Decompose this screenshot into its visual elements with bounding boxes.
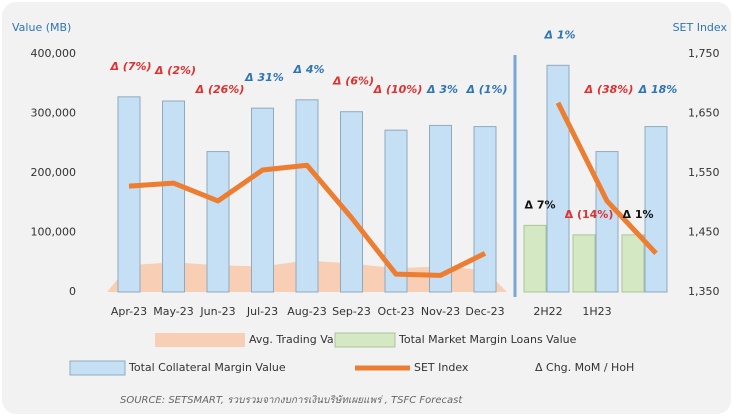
bar xyxy=(162,100,185,293)
x-tick-label: Sep-23 xyxy=(332,305,371,318)
bar xyxy=(206,151,230,293)
change-label: Δ (38%) xyxy=(584,83,634,96)
bar xyxy=(523,224,547,293)
bar xyxy=(572,234,596,293)
y-tick-label: 0 xyxy=(69,285,76,298)
y2-tick-label: 1,450 xyxy=(688,226,720,239)
bar xyxy=(295,99,319,293)
bar xyxy=(384,129,408,293)
x-tick-label: Jul-23 xyxy=(246,305,278,318)
y-tick-label: 200,000 xyxy=(31,166,77,179)
change-label: Δ (10%) xyxy=(373,83,423,96)
y-tick-label: 100,000 xyxy=(31,226,77,239)
change-label: Δ (26%) xyxy=(195,83,245,96)
x-tick-label: 1H23 xyxy=(582,305,611,318)
y2-tick-label: 1,750 xyxy=(688,47,720,60)
change-label: Δ 31% xyxy=(244,71,284,84)
margin-change-label: Δ 1% xyxy=(622,208,653,221)
x-tick-label: Dec-23 xyxy=(465,305,504,318)
bar xyxy=(251,107,274,293)
bar xyxy=(429,124,452,293)
legend-swatch xyxy=(334,332,396,348)
legend-label: Total Market Margin Loans Value xyxy=(398,333,577,346)
margin-change-label: Δ (14%) xyxy=(565,208,614,221)
change-label: Δ 3% xyxy=(426,83,458,96)
y2-axis-label: SET Index xyxy=(673,21,728,34)
y-tick-label: 400,000 xyxy=(31,47,77,60)
bar xyxy=(595,151,619,293)
y2-tick-label: 1,650 xyxy=(688,107,720,120)
line xyxy=(555,101,658,256)
x-tick-label: Nov-23 xyxy=(421,305,460,318)
change-label: Δ (1%) xyxy=(465,83,507,96)
bar xyxy=(117,96,141,293)
x-tick-label: May-23 xyxy=(153,305,194,318)
legend-label: Avg. Trading Value xyxy=(249,333,351,346)
x-tick-label: Oct-23 xyxy=(378,305,415,318)
bar xyxy=(340,111,363,293)
y2-tick-label: 1,350 xyxy=(688,285,720,298)
change-label: Δ 4% xyxy=(292,63,324,76)
legend-swatch xyxy=(69,360,126,376)
change-label: Δ 1% xyxy=(543,28,575,41)
y2-tick-label: 1,550 xyxy=(688,166,720,179)
legend-label: SET Index xyxy=(414,361,469,374)
change-label: Δ (6%) xyxy=(332,75,374,88)
change-label: Δ 18% xyxy=(638,83,678,96)
bar xyxy=(473,126,497,293)
x-tick-label: Aug-23 xyxy=(287,305,326,318)
x-tick-label: 2H22 xyxy=(533,305,562,318)
change-label: Δ (7%) xyxy=(109,60,151,73)
line xyxy=(128,162,487,278)
legend-swatch xyxy=(155,333,245,347)
legend-note: Δ Chg. MoM / HoH xyxy=(535,361,634,374)
y-axis-label: Value (MB) xyxy=(12,21,71,34)
margin-change-label: Δ 7% xyxy=(524,198,555,211)
y-tick-label: 300,000 xyxy=(31,107,77,120)
bar xyxy=(621,234,645,293)
source: SOURCE: SETSMART, รวบรวมจากงบการเงินบริษ… xyxy=(120,394,463,406)
legend-label: Total Collateral Margin Value xyxy=(128,361,286,374)
x-tick-label: Apr-23 xyxy=(111,305,147,318)
change-label: Δ (2%) xyxy=(154,64,196,77)
bar xyxy=(546,64,570,293)
x-tick-label: Jun-23 xyxy=(199,305,235,318)
